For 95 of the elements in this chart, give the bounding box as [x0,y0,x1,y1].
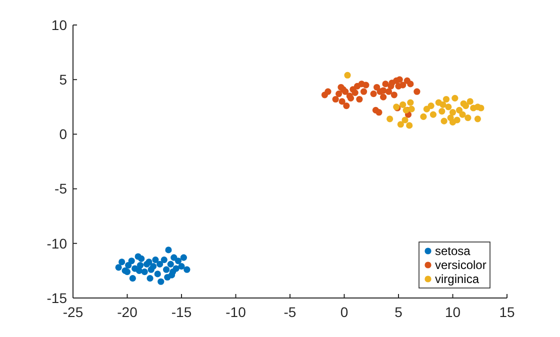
point [382,80,389,88]
point [146,275,154,282]
point [174,258,182,264]
point [452,94,458,102]
point [438,108,446,115]
y-tick-label: 10 [51,16,68,33]
y-tick-label: -5 [54,180,68,197]
point [129,275,136,282]
legend-label: setosa [435,244,471,258]
point [459,111,466,118]
point [340,86,346,93]
x-tick-label: -5 [284,304,296,320]
point [456,106,463,114]
point [407,99,414,106]
point [478,104,484,112]
point [118,258,126,266]
point [428,102,434,110]
x-tick-label: 5 [394,304,403,320]
point [408,106,415,112]
point [406,122,413,129]
point [370,90,377,98]
point [154,270,161,278]
point [430,111,437,118]
point [388,82,394,90]
point [178,263,185,270]
point [360,88,368,95]
point [336,90,342,98]
point [136,267,142,274]
point [423,106,430,112]
x-tick-label: -20 [117,304,138,320]
point [148,266,154,273]
point [138,255,145,262]
point [397,121,404,128]
point [414,88,420,95]
point [152,256,159,264]
point [390,92,398,98]
point [344,72,351,79]
point [165,246,172,254]
point [141,268,148,276]
x-tick-label: 10 [444,304,461,320]
point [407,80,414,88]
point [440,101,446,108]
x-tick-label: 15 [499,304,515,320]
point [324,88,332,95]
point [474,116,482,122]
point [170,254,178,261]
point [396,76,403,83]
point [160,256,168,264]
point [164,274,171,281]
point [184,266,190,273]
point [332,96,339,103]
point [440,118,448,124]
point [170,268,176,276]
y-tick-label: 5 [59,72,68,88]
point [163,266,170,273]
x-tick-label: -25 [62,304,84,320]
point [460,100,467,107]
x-tick-label: -10 [226,304,246,320]
y-tick-label: 0 [59,126,68,142]
point [442,96,450,103]
point [156,260,164,268]
point [380,94,387,100]
point [125,262,132,269]
point [167,260,174,268]
point [362,82,370,88]
point [420,113,427,120]
point [158,278,164,285]
point [400,101,406,108]
point [449,109,456,116]
point [128,258,135,264]
y-tick-label: -15 [46,290,68,306]
x-tick-label: 0 [340,304,348,320]
point [124,268,131,276]
point [115,264,122,271]
point [449,118,456,126]
point [146,258,152,266]
legend-label: virginica [435,272,480,286]
point [380,87,387,94]
point [402,116,408,124]
point [386,116,394,122]
legend-label: versicolor [435,258,486,272]
point [180,254,187,261]
point [376,109,382,116]
point [338,98,346,105]
point [374,84,380,91]
point [136,262,144,269]
point [343,102,350,110]
point [352,89,358,96]
point [466,98,474,105]
point [445,104,452,110]
point [400,82,406,88]
point [464,114,472,122]
x-tick-label: -15 [171,304,192,320]
point [356,96,363,103]
y-tick-label: -10 [46,235,68,252]
